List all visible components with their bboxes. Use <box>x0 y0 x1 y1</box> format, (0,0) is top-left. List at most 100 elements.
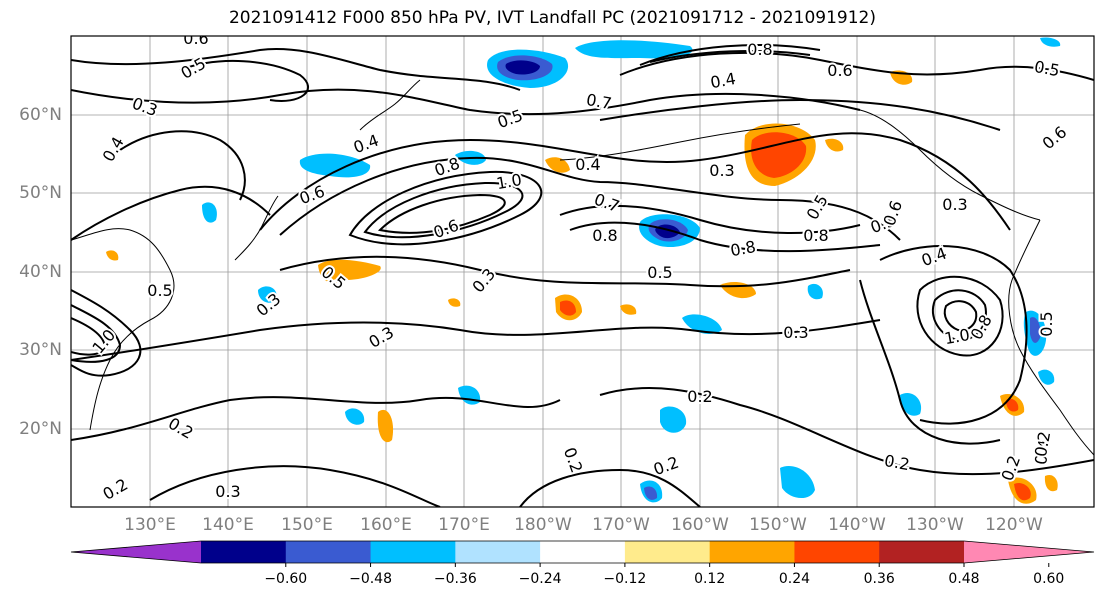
contour-label: 0.8 <box>747 40 772 59</box>
shade-pos-11 <box>1044 474 1058 492</box>
contour-label: 0.3 <box>942 195 967 214</box>
contour-label: 0.5 <box>495 106 525 133</box>
contour-label: 0.2 <box>560 445 587 475</box>
shade-neg-9b <box>1030 317 1041 343</box>
latitude-label: 30°N <box>19 340 62 360</box>
contour-label: 0.4 <box>99 133 128 165</box>
contour-mid-2 <box>71 396 561 441</box>
latitude-label: 60°N <box>19 105 62 125</box>
longitude-label: 130°E <box>124 515 176 535</box>
contour-mid-3 <box>599 387 1094 476</box>
pv-contours <box>71 44 1094 507</box>
contour-jet-5 <box>559 204 861 234</box>
contour-sw-1 <box>71 289 142 377</box>
contour-west-2 <box>119 130 246 201</box>
contour-north-4 <box>639 44 821 66</box>
contour-label: 0.2 <box>99 475 131 504</box>
colorbar-segment <box>285 541 372 563</box>
colorbar-segment <box>879 541 965 563</box>
latitude-label: 50°N <box>19 183 62 203</box>
contour-label: 0.3 <box>468 265 499 297</box>
contour-label: 0.7 <box>592 190 622 217</box>
colorbar-tick-label: 0.12 <box>694 571 726 587</box>
shade-neg-14 <box>458 385 481 405</box>
colorbar-tick-label: 0.24 <box>778 571 811 587</box>
shade-neg-10 <box>660 406 687 433</box>
colorbar-segment <box>709 541 795 563</box>
contour-label: 0.3 <box>709 161 734 180</box>
contour-label: 0.6 <box>183 29 208 48</box>
contour-label: 0.3 <box>783 323 808 342</box>
contour-label: 0.2 <box>1031 430 1054 458</box>
shade-pos-10 <box>825 138 844 152</box>
shade-pos-7b <box>1014 482 1031 501</box>
contour-north-5 <box>649 49 811 63</box>
contour-south-1 <box>149 465 441 507</box>
colorbar-segment <box>794 541 880 563</box>
colorbar-tick-label: 0.36 <box>863 571 895 587</box>
shade-neg-1c <box>505 60 540 75</box>
pv-anomaly-shading <box>106 37 1061 504</box>
contour-mid-1 <box>71 319 881 361</box>
contour-sw-3 <box>71 317 107 356</box>
contour-north-1 <box>71 88 861 116</box>
contour-jet-outer <box>259 132 1011 231</box>
contour-jet-1 <box>279 156 901 241</box>
contour-label: 0.8 <box>592 226 617 245</box>
shade-neg-6 <box>202 202 217 223</box>
colorbar-extend-max <box>964 541 1094 563</box>
shade-neg-7 <box>258 286 277 303</box>
contour-label: 0.5 <box>803 191 832 223</box>
shade-neg-17 <box>807 283 823 300</box>
longitude-label: 160°E <box>360 515 412 535</box>
contour-label: 0.4 <box>709 69 737 92</box>
longitude-label: 120°W <box>985 515 1043 535</box>
shade-neg-4 <box>299 153 371 178</box>
coast-alaska <box>859 109 1041 221</box>
contour-east-3 <box>943 300 978 332</box>
shade-pos-8 <box>377 409 394 443</box>
longitude-label: 140°E <box>202 515 254 535</box>
contour-label: 0.2 <box>883 451 911 474</box>
colorbar-segment <box>370 541 456 563</box>
colorbar-tick-label: 0.60 <box>1033 571 1065 587</box>
shade-pos-4 <box>545 157 570 173</box>
contour-west-1 <box>71 185 271 241</box>
shade-neg-18 <box>1040 37 1061 47</box>
contour-label: 0.2 <box>165 414 197 443</box>
colorbar-tick-label: −0.48 <box>349 571 392 587</box>
contour-label: 0.6 <box>1039 122 1071 153</box>
contour-east-2 <box>932 289 987 342</box>
contour-label: 1.0 <box>943 325 971 348</box>
colorbar-segment <box>455 541 541 563</box>
shade-pos-5 <box>720 281 756 299</box>
contour-label: 0.5 <box>647 263 672 282</box>
contour-label: 0.4 <box>575 155 600 174</box>
contour-south-2 <box>519 468 701 507</box>
longitude-label: 140°W <box>828 515 886 535</box>
graticule <box>71 36 1094 507</box>
longitude-label: 170°W <box>592 515 650 535</box>
shade-pos-2 <box>318 259 381 283</box>
longitude-label: 160°W <box>671 515 729 535</box>
shade-neg-16 <box>1038 369 1055 385</box>
longitude-label: 180°W <box>514 515 572 535</box>
contour-north-2 <box>71 48 521 91</box>
colorbar-tick-label: −0.12 <box>603 571 647 587</box>
shade-pos-6b <box>1006 398 1019 412</box>
contour-label: 0.3 <box>253 289 285 320</box>
coast-aleutians <box>559 123 801 161</box>
longitude-label: 150°W <box>749 515 807 535</box>
contour-label: 0.2 <box>687 387 712 406</box>
coast-na-west <box>1008 219 1094 456</box>
contour-label: 0.3 <box>215 482 240 501</box>
longitude-label: 150°E <box>281 515 333 535</box>
shade-pos-14 <box>106 250 119 261</box>
colorbar-tick-label: −0.24 <box>518 571 562 587</box>
latitude-label: 40°N <box>19 262 62 282</box>
shade-pos-1b <box>751 132 807 178</box>
contour-label: 0.8 <box>729 237 757 260</box>
contour-north-6 <box>599 98 1001 131</box>
colorbar-segment <box>201 541 287 563</box>
